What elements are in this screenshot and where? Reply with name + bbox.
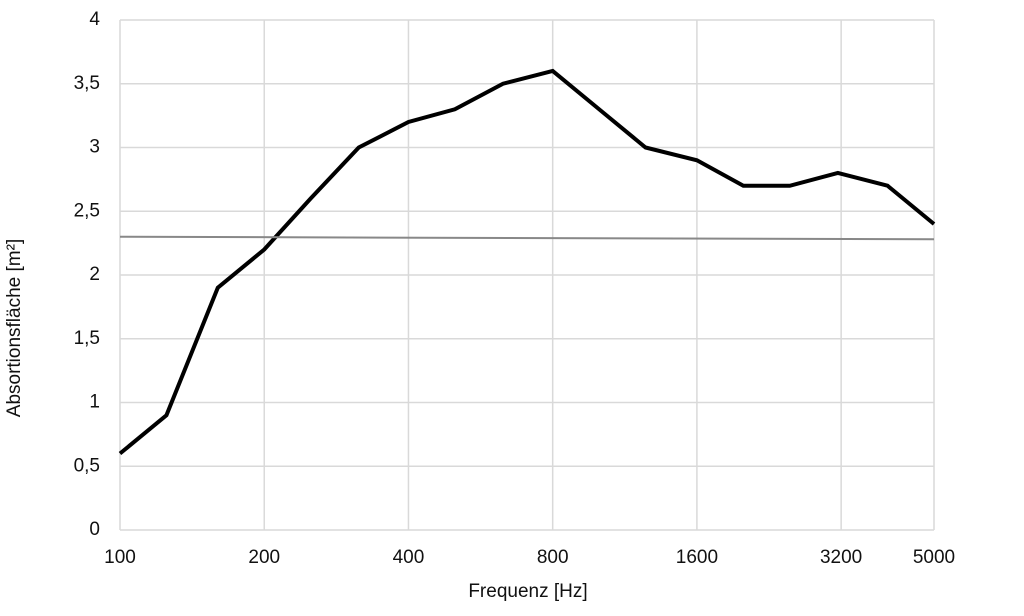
y-tick-label: 3,5 <box>74 73 100 94</box>
x-tick-label: 1600 <box>676 547 718 568</box>
x-tick-label: 400 <box>393 547 425 568</box>
y-tick-label: 4 <box>89 9 100 30</box>
y-tick-label: 2,5 <box>74 200 100 221</box>
data-line <box>118 68 936 456</box>
y-axis-title: Absortionsfläche [m²] <box>4 239 25 417</box>
x-axis-title: Frequenz [Hz] <box>468 581 587 602</box>
y-tick-label: 3 <box>89 137 100 158</box>
x-tick-label: 100 <box>104 547 136 568</box>
x-tick-label: 800 <box>537 547 569 568</box>
x-tick-label: 5000 <box>913 547 955 568</box>
y-tick-label: 2 <box>89 264 100 285</box>
y-tick-label: 1,5 <box>74 328 100 349</box>
x-tick-label: 3200 <box>820 547 862 568</box>
y-tick-label: 1 <box>89 392 100 413</box>
x-tick-label: 200 <box>248 547 280 568</box>
y-tick-label: 0,5 <box>74 455 100 476</box>
y-tick-label: 0 <box>89 519 100 540</box>
data-line <box>119 235 935 241</box>
